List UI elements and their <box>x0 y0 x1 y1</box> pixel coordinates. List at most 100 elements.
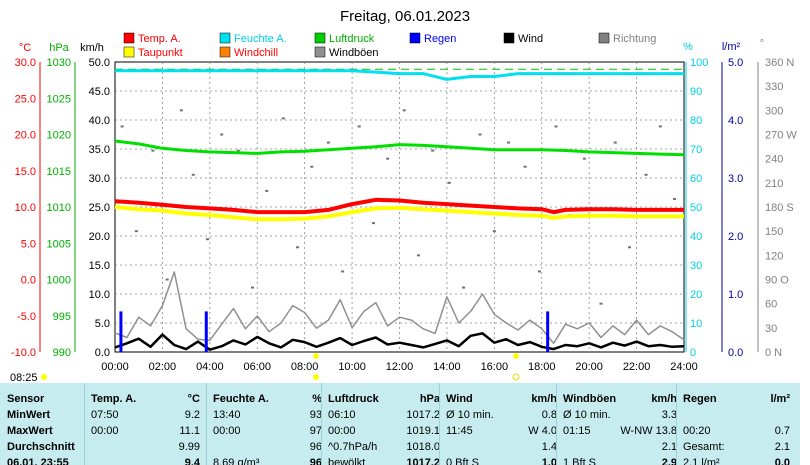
stats-column <box>676 383 792 465</box>
stats-column-header: Wind <box>446 393 473 405</box>
stats-row-label: Durchschnitt <box>7 441 75 453</box>
tick-label-direction: 180 S <box>765 202 794 214</box>
tick-label-humidity: 80 <box>690 115 702 127</box>
tick-label-temp: -10.0 <box>11 347 36 359</box>
tick-label-x: 02:00 <box>149 361 177 373</box>
axis-unit-wind: km/h <box>80 42 104 54</box>
sun-marker <box>513 353 519 359</box>
stats-value: 2.1 <box>661 441 677 453</box>
tick-label-rain: 3.0 <box>728 173 743 185</box>
tick-label-wind: 0.0 <box>95 347 110 359</box>
stats-cell: 00:00 <box>213 425 241 437</box>
tick-label-wind: 40.0 <box>89 115 110 127</box>
legend-label: Richtung <box>613 33 656 45</box>
tick-label-pressure: 1030 <box>47 57 71 69</box>
direction-point <box>658 125 662 128</box>
tick-label-humidity: 20 <box>690 289 702 301</box>
direction-point <box>554 125 558 128</box>
stats-cell: Gesamt: <box>683 441 725 453</box>
stats-column <box>206 383 324 465</box>
tick-label-direction: 30 <box>765 323 777 335</box>
tick-label-direction: 120 <box>765 250 783 262</box>
legend-label: Temp. A. <box>138 33 181 45</box>
direction-point <box>220 133 224 136</box>
tick-label-direction: 150 <box>765 226 783 238</box>
series-line-taupunkt <box>114 205 684 222</box>
stats-column <box>439 383 559 465</box>
tick-label-humidity: 0 <box>690 347 696 359</box>
stats-cell: 0 Bft S <box>446 457 480 465</box>
direction-point <box>281 117 285 120</box>
tick-label-temp: 5.0 <box>21 238 36 250</box>
direction-point <box>492 230 496 233</box>
stats-value: 9.4 <box>184 457 200 465</box>
axis-unit-pressure: hPa <box>49 42 69 54</box>
tick-label-rain: 1.0 <box>728 289 743 301</box>
tick-label-x: 24:00 <box>670 361 698 373</box>
stats-cell: Ø 10 min. <box>563 409 611 421</box>
stats-cell: 06:10 <box>328 409 356 421</box>
legend-swatch <box>123 32 135 44</box>
tick-label-temp: 30.0 <box>15 57 36 69</box>
tick-label-direction: 300 <box>765 105 783 117</box>
stats-value: 97 <box>309 425 322 437</box>
stats-value: 2.9 <box>661 457 677 465</box>
series-line-windb-en <box>114 271 685 345</box>
tick-label-direction: 90 O <box>765 275 789 287</box>
direction-point <box>151 149 155 152</box>
direction-point <box>599 302 603 305</box>
direction-point <box>627 246 631 249</box>
tick-label-x: 12:00 <box>386 361 414 373</box>
tick-label-humidity: 90 <box>690 86 702 98</box>
tick-label-rain: 2.0 <box>728 231 743 243</box>
stats-value: 1017.2 <box>406 409 440 421</box>
tick-label-direction: 210 <box>765 178 783 190</box>
series-line-temp-a <box>114 197 684 215</box>
tick-label-x: 06:00 <box>243 361 271 373</box>
direction-point <box>236 149 240 152</box>
stats-value: 1.0 <box>541 457 557 465</box>
tick-label-direction: 330 <box>765 81 783 93</box>
direction-point <box>416 254 420 257</box>
stats-column-unit: km/h <box>651 393 677 405</box>
stats-cell: 00:20 <box>683 425 711 437</box>
sun-marker <box>313 374 319 380</box>
tick-label-pressure: 1025 <box>47 93 71 105</box>
tick-label-humidity: 40 <box>690 231 702 243</box>
tick-label-direction: 270 W <box>765 130 797 142</box>
tick-label-direction: 360 N <box>765 57 794 69</box>
stats-cell: 07:50 <box>91 409 119 421</box>
statistics-table: Sensor MinWert MaxWert Durchschnitt 06.01. 2… <box>0 383 800 465</box>
tick-label-direction: 240 <box>765 154 783 166</box>
direction-point <box>507 141 511 144</box>
direction-point <box>296 246 300 249</box>
direction-point <box>165 278 169 281</box>
tick-label-x: 04:00 <box>196 361 224 373</box>
direction-point <box>386 157 390 160</box>
stats-value: 0.0 <box>774 457 790 465</box>
stats-cell: 11:45 <box>446 425 473 437</box>
tick-label-pressure: 1020 <box>47 130 71 142</box>
stats-column-header: Feuchte A. <box>213 393 269 405</box>
tick-label-x: 14:00 <box>433 361 461 373</box>
stats-value: 1018.0 <box>406 441 440 453</box>
tick-label-direction: 0 N <box>765 347 782 359</box>
stats-column-header: Temp. A. <box>91 393 137 405</box>
tick-label-humidity: 100 <box>690 57 708 69</box>
tick-label-humidity: 50 <box>690 202 702 214</box>
stats-column-header: Windböen <box>563 393 617 405</box>
stats-value: 1019.1 <box>406 425 440 437</box>
rain-bar <box>119 311 123 352</box>
chart-title: Freitag, 06.01.2023 <box>340 8 470 25</box>
tick-label-pressure: 1000 <box>47 275 71 287</box>
series-line-luftdruck <box>114 139 685 157</box>
direction-point <box>673 197 677 200</box>
tick-label-pressure: 1010 <box>47 202 71 214</box>
stats-cell: 13:40 <box>213 409 241 421</box>
stats-cell: 2.1 l/m² <box>683 457 720 465</box>
tick-label-rain: 4.0 <box>728 115 743 127</box>
axis-unit-temp: °C <box>19 42 31 54</box>
stats-cell: bewölkt <box>328 457 366 465</box>
direction-point <box>179 109 183 112</box>
direction-point <box>447 181 451 184</box>
